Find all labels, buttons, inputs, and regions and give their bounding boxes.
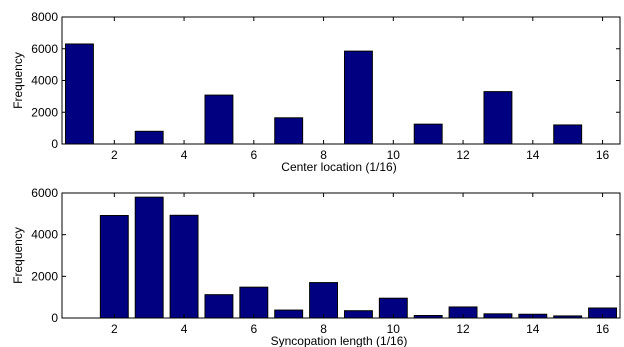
bar [553,124,583,145]
bar [309,282,339,319]
x-tick-label: 6 [250,322,257,336]
x-tick-label: 10 [387,322,401,336]
x-axis-label: Center location (1/16) [281,160,396,174]
y-tick-label: 4000 [31,228,58,242]
bar [64,43,94,145]
bar [239,286,269,319]
x-tick-label: 10 [387,148,401,162]
x-tick-label: 14 [526,322,540,336]
x-tick-label: 8 [320,148,327,162]
y-tick-label: 2000 [31,105,58,119]
axes-frame [61,16,621,145]
x-tick-label: 16 [596,148,610,162]
x-tick-label: 14 [526,148,540,162]
y-axis-label: Frequency [11,227,25,284]
bar [274,309,304,319]
x-tick-label: 2 [111,322,118,336]
bar [483,91,513,145]
bar [413,123,443,145]
y-tick-label: 6000 [31,42,58,56]
bar [204,294,234,319]
x-tick-label: 4 [181,148,188,162]
bar [99,215,129,319]
x-tick-label: 6 [250,148,257,162]
x-tick-label: 8 [320,322,327,336]
x-tick-label: 12 [456,148,470,162]
axes-frame [61,192,621,319]
syncopation-length-histogram: 2 4 6 8 10 12 14 16 0 2000 4000 6000 Syncopation len… [11,186,621,347]
bar [483,313,513,319]
x-tick-label: 4 [181,322,188,336]
x-tick-label: 2 [111,148,118,162]
center-location-histogram: 2 4 6 8 10 12 14 16 0 2000 4000 6000 8000 Center loca… [11,10,621,174]
bar [343,50,373,145]
x-tick-label: 12 [456,322,470,336]
bar [169,214,199,319]
bar [134,130,164,145]
bar [134,196,164,319]
bar [343,310,373,319]
y-tick-label: 8000 [31,10,58,24]
y-axis-label: Frequency [11,52,25,109]
y-tick-label: 0 [51,137,58,151]
bar [204,94,234,145]
y-tick-label: 2000 [31,269,58,283]
x-tick-label: 16 [596,322,610,336]
y-tick-label: 4000 [31,74,58,88]
x-axis-label: Syncopation length (1/16) [271,334,408,347]
y-tick-label: 0 [51,311,58,325]
y-tick-label: 6000 [31,186,58,200]
bar [274,117,304,145]
